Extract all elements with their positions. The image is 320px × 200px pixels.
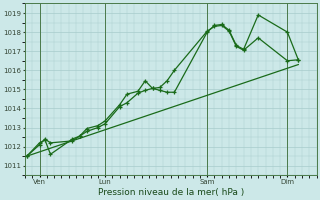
X-axis label: Pression niveau de la mer( hPa ): Pression niveau de la mer( hPa ) bbox=[98, 188, 244, 197]
